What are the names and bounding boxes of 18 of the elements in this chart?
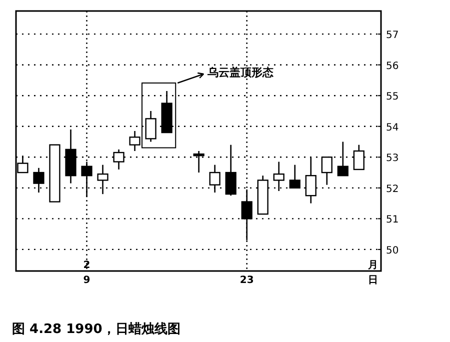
x-tick-label: 23	[240, 275, 254, 286]
annotation: 乌云盖顶形态	[206, 66, 275, 79]
candlestick	[129, 130, 140, 152]
annotation: 2	[83, 260, 90, 271]
candlestick	[289, 164, 300, 189]
text: 日	[368, 275, 378, 286]
x-tick-label: 9	[83, 275, 90, 286]
annotation: 月	[367, 260, 378, 271]
caption: 图 4.28 1990，日蜡烛线图	[12, 321, 180, 337]
y-tick-label: 56	[386, 60, 399, 72]
y-tick-label: 57	[386, 30, 399, 42]
y-tick-label: 53	[386, 153, 399, 164]
y-tick-label: 50	[386, 245, 399, 256]
y-tick-label: 51	[386, 214, 399, 226]
y-tick-label: 52	[386, 184, 399, 195]
candlestick	[209, 164, 220, 194]
y-tick-label: 55	[386, 92, 399, 103]
y-tick-label: 54	[386, 122, 399, 134]
